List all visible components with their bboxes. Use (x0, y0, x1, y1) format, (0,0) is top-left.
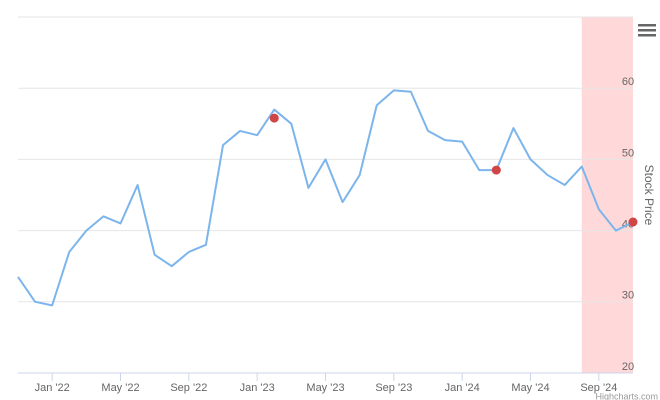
x-tick-label: Sep '22 (170, 382, 207, 394)
menu-bar (638, 24, 656, 27)
x-tick-label: Jan '23 (240, 382, 275, 394)
x-tick-label: Jan '24 (445, 382, 480, 394)
credits[interactable]: Highcharts.com (595, 391, 658, 400)
y-tick-label: 50 (622, 147, 634, 159)
y-tick-label: 30 (622, 290, 634, 302)
x-tick-label: Sep '24 (580, 382, 617, 394)
x-tick-label: May '22 (101, 382, 139, 394)
menu-button[interactable] (638, 24, 656, 37)
menu-bar (638, 34, 656, 37)
y-tick-label: 60 (622, 76, 634, 88)
x-tick-label: May '24 (511, 382, 549, 394)
y-tick-label: 20 (622, 361, 634, 373)
plot-band (581, 17, 633, 373)
event-marker (491, 165, 501, 175)
price-line (17, 89, 634, 307)
x-tick-label: May '23 (306, 382, 344, 394)
x-tick-label: Sep '23 (375, 382, 412, 394)
x-tick-label: Jan '22 (35, 382, 70, 394)
event-marker (628, 217, 638, 227)
y-axis-title: Stock Price (642, 165, 656, 226)
menu-bar (638, 29, 656, 32)
event-marker (269, 113, 279, 123)
